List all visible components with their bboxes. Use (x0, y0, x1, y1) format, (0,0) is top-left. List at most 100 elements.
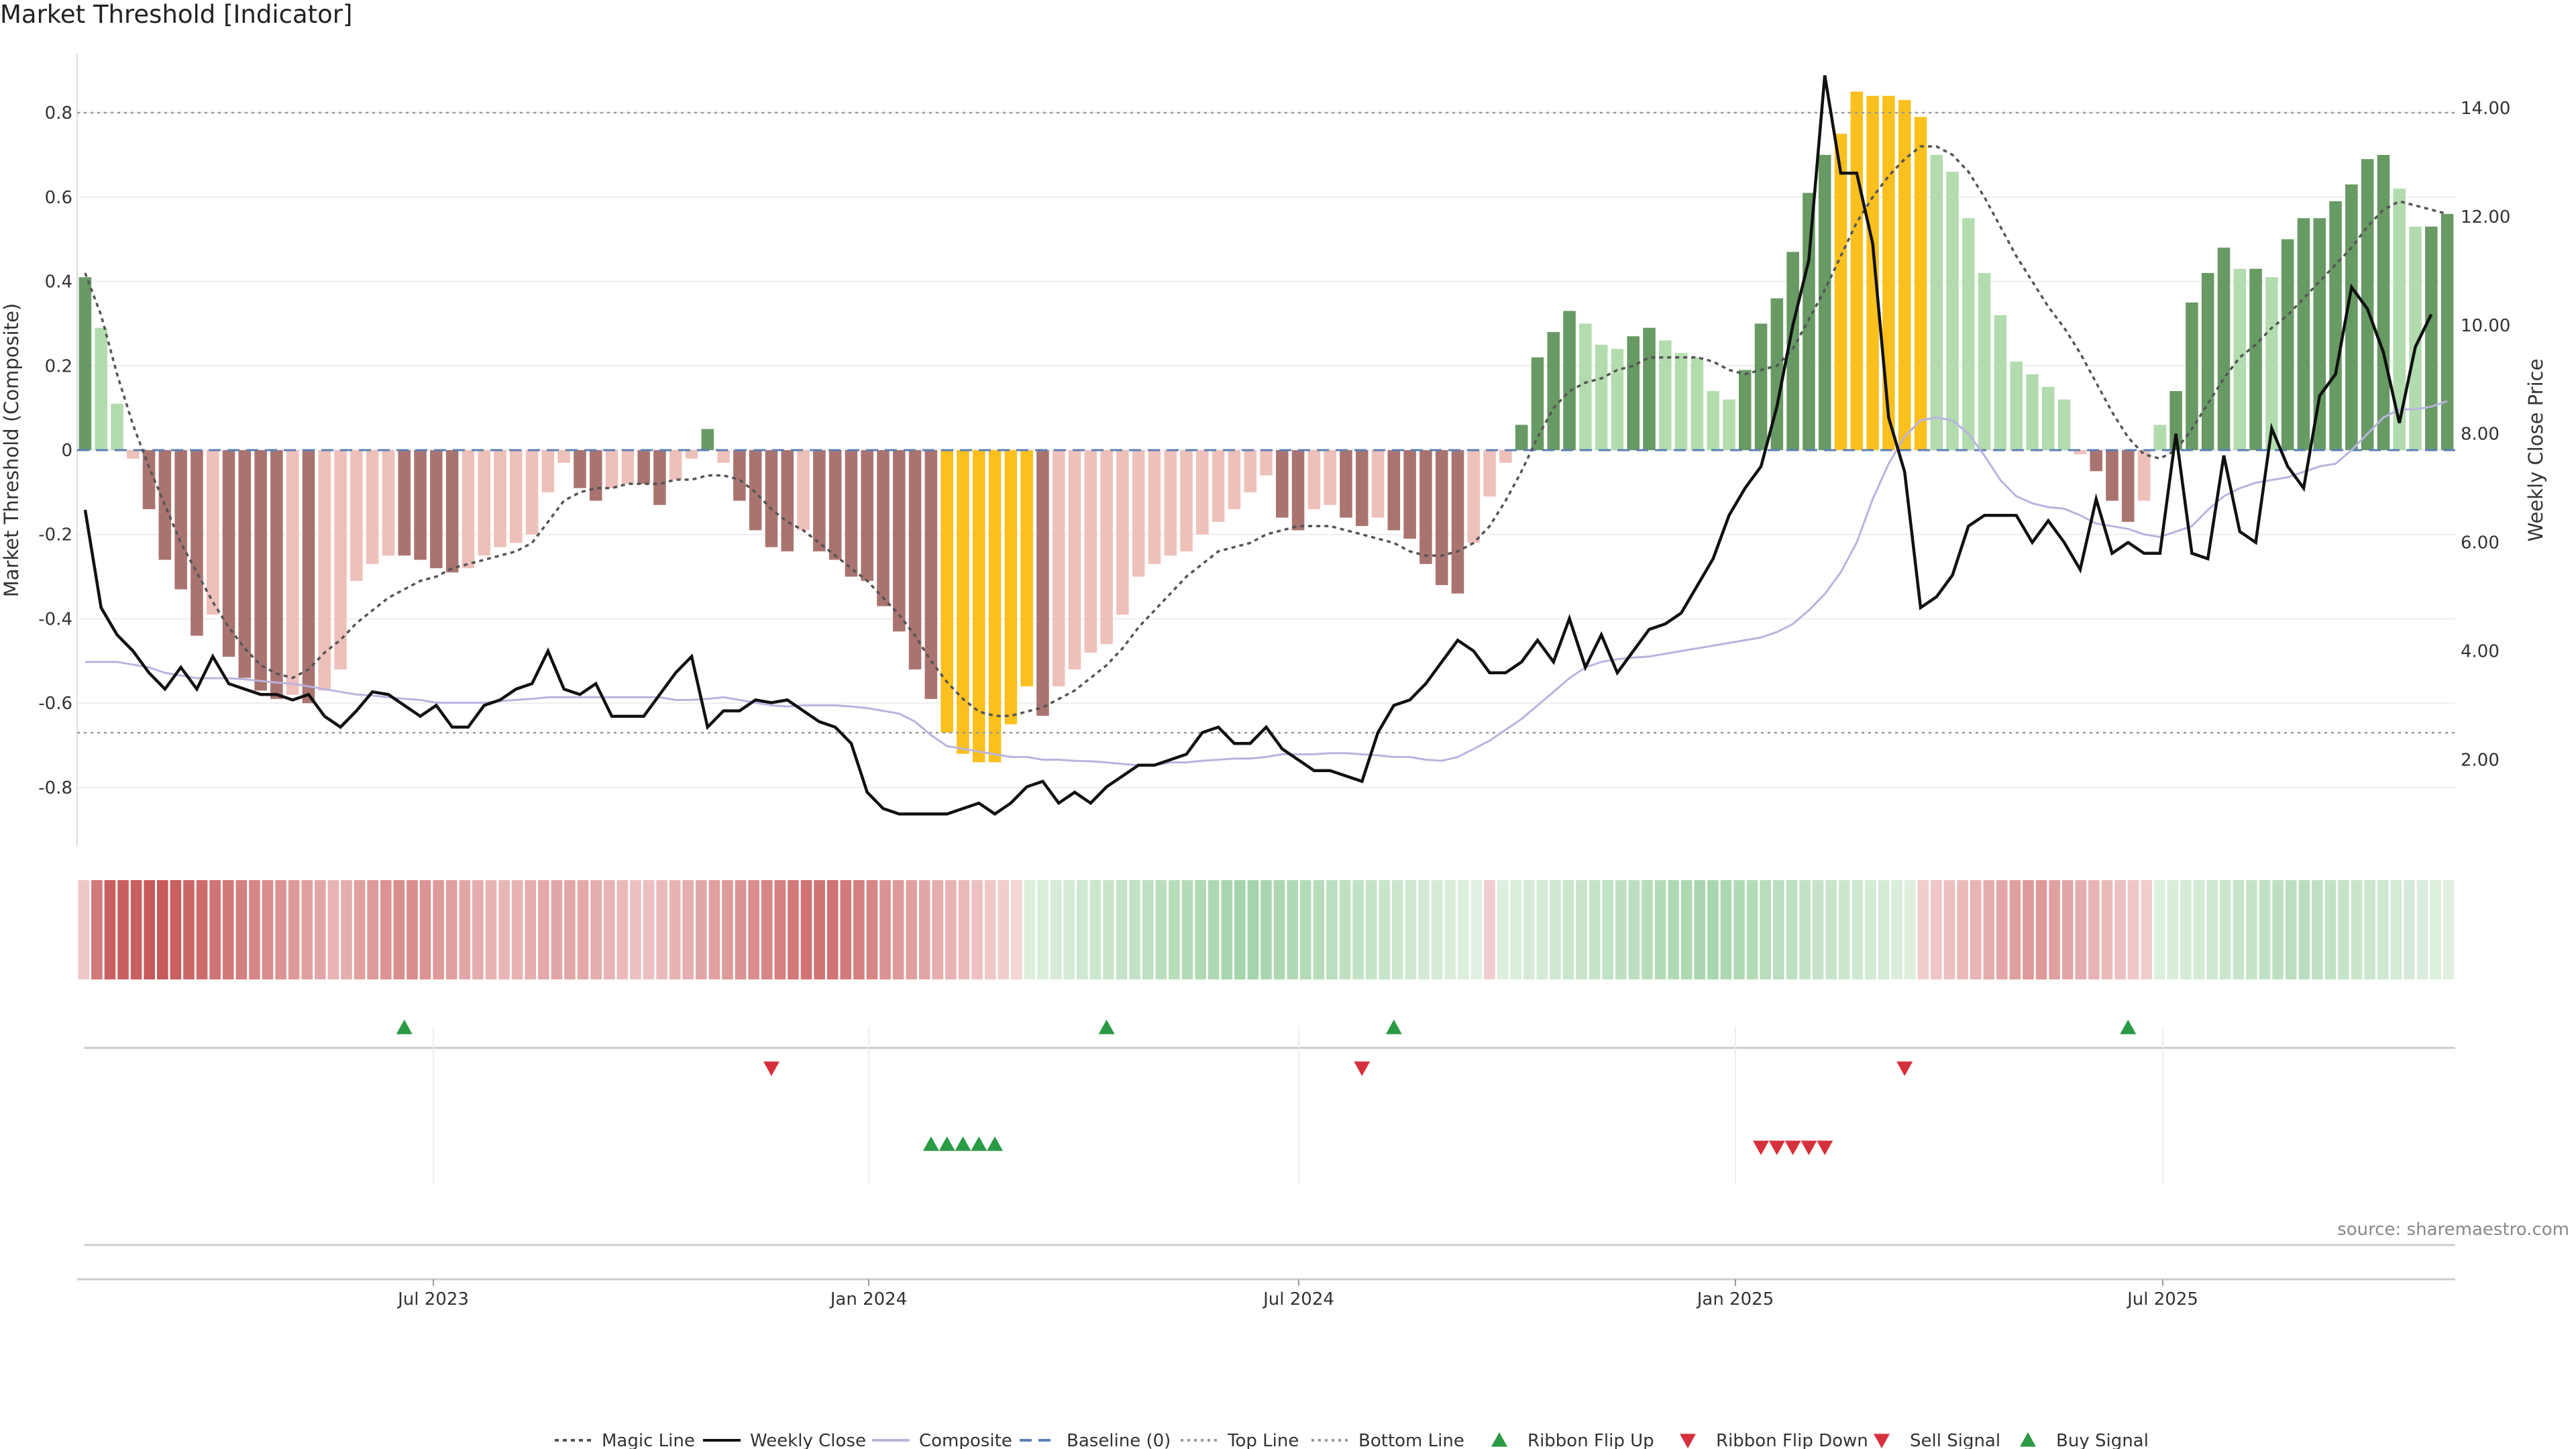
ribbon-cell (183, 880, 195, 979)
legend-swatch (2020, 1432, 2036, 1447)
composite-bar (95, 327, 107, 450)
ribbon-cell (1339, 880, 1351, 979)
ribbon-cell (1576, 880, 1587, 979)
ribbon-cell (1931, 880, 1942, 979)
ribbon-flip-up-marker (396, 1020, 413, 1034)
legend-label: Ribbon Flip Up (1527, 1431, 1654, 1449)
composite-bar (1770, 298, 1784, 450)
ribbon-cell (1063, 880, 1075, 979)
ribbon-cell (472, 880, 484, 979)
ribbon-flip-down-marker (1896, 1061, 1913, 1076)
composite-bar (1004, 450, 1018, 724)
composite-bar (302, 450, 315, 704)
x-tick-label: Jan 2024 (829, 1289, 908, 1309)
ribbon-cell (2035, 880, 2047, 979)
ribbon-cell (1550, 880, 1561, 979)
composite-bar (270, 450, 283, 699)
ribbon-cell (1260, 880, 1272, 979)
composite-bar (621, 450, 635, 484)
composite-bar (1866, 95, 1879, 451)
ribbon-cell (222, 880, 234, 979)
ribbon-cell (656, 880, 667, 979)
ribbon-cell (1365, 880, 1377, 979)
composite-bar (1579, 323, 1592, 450)
y-tick-label: 0.8 (45, 103, 72, 123)
composite-bar (2440, 213, 2454, 450)
composite-bar (462, 450, 475, 569)
ribbon-cell (1720, 880, 1732, 979)
ribbon-cell (1825, 880, 1837, 979)
composite-bar (1834, 133, 1847, 450)
buy-signal-marker (987, 1136, 1004, 1151)
composite-bar (1291, 450, 1305, 531)
ribbon-cell (800, 880, 812, 979)
composite-bar (1483, 450, 1496, 497)
ribbon-cell (958, 880, 970, 979)
ribbon-cell (354, 880, 366, 979)
magic-line (84, 145, 2448, 717)
ribbon-cell (2233, 880, 2245, 979)
ribbon-cell (380, 880, 392, 979)
composite-bar (2186, 302, 2198, 450)
composite-bar (1228, 450, 1241, 510)
ribbon-cell (2377, 880, 2389, 979)
ribbon-cell (1812, 880, 1824, 979)
composite-bar (142, 450, 156, 510)
composite-bar (1020, 450, 1033, 687)
ribbon-cell (2127, 880, 2139, 979)
ribbon-cell (144, 880, 156, 979)
composite-bar (957, 450, 969, 754)
composite-bar (574, 450, 586, 488)
ribbon-cell (78, 880, 90, 979)
ribbon-cell (1891, 880, 1902, 979)
composite-bar (1531, 357, 1544, 450)
composite-bar (2425, 226, 2438, 450)
ribbon-cell (1707, 880, 1719, 979)
legend-label: Ribbon Flip Down (1716, 1431, 1868, 1449)
ribbon-cell (551, 880, 563, 979)
composite-bar (908, 450, 922, 669)
composite-bar (781, 450, 794, 551)
ribbon-cell (1418, 880, 1430, 979)
ribbon-cell (2259, 880, 2271, 979)
composite-bar (1659, 340, 1672, 450)
composite-bar (1946, 172, 1959, 450)
composite-bar (1387, 450, 1401, 531)
ribbon-cell (748, 880, 759, 979)
ribbon-cell (1957, 880, 1968, 979)
composite-bar (1244, 450, 1256, 492)
ribbon-cell (2141, 880, 2153, 979)
ribbon-cell (590, 880, 602, 979)
sell-signal-marker (1784, 1140, 1801, 1155)
composite-bar (1690, 357, 1704, 450)
ribbon-cell (1615, 880, 1627, 979)
ribbon-cell (301, 880, 313, 979)
composite-bar (2377, 154, 2390, 450)
ribbon-cell (1996, 880, 2008, 979)
ribbon-cell (459, 880, 471, 979)
composite-bar (2137, 450, 2151, 501)
ribbon-cell (1878, 880, 1890, 979)
composite-bar (2249, 268, 2262, 450)
buy-signal-marker (971, 1136, 987, 1151)
composite-bar (828, 450, 842, 560)
composite-bar (1707, 390, 1719, 450)
ribbon-cell (2298, 880, 2310, 979)
ribbon-cell (196, 880, 208, 979)
ribbon-cell (2206, 880, 2218, 979)
ribbon-cell (1786, 880, 1798, 979)
composite-bar (1068, 450, 1081, 669)
ribbon-cell (2364, 880, 2375, 979)
composite-bar (1371, 450, 1385, 518)
ribbon-cell (1680, 880, 1693, 979)
ribbon-cell (2061, 880, 2074, 979)
ribbon-cell (603, 880, 615, 979)
y-tick-label: 0.6 (45, 188, 72, 208)
composite-bar (191, 450, 203, 636)
ribbon-cell (1602, 880, 1614, 979)
ribbon-cell (1024, 880, 1036, 979)
composite-bar (1435, 450, 1448, 586)
ribbon-cell (157, 880, 168, 979)
ribbon-cell (1050, 880, 1062, 979)
composite-bar (398, 450, 411, 556)
